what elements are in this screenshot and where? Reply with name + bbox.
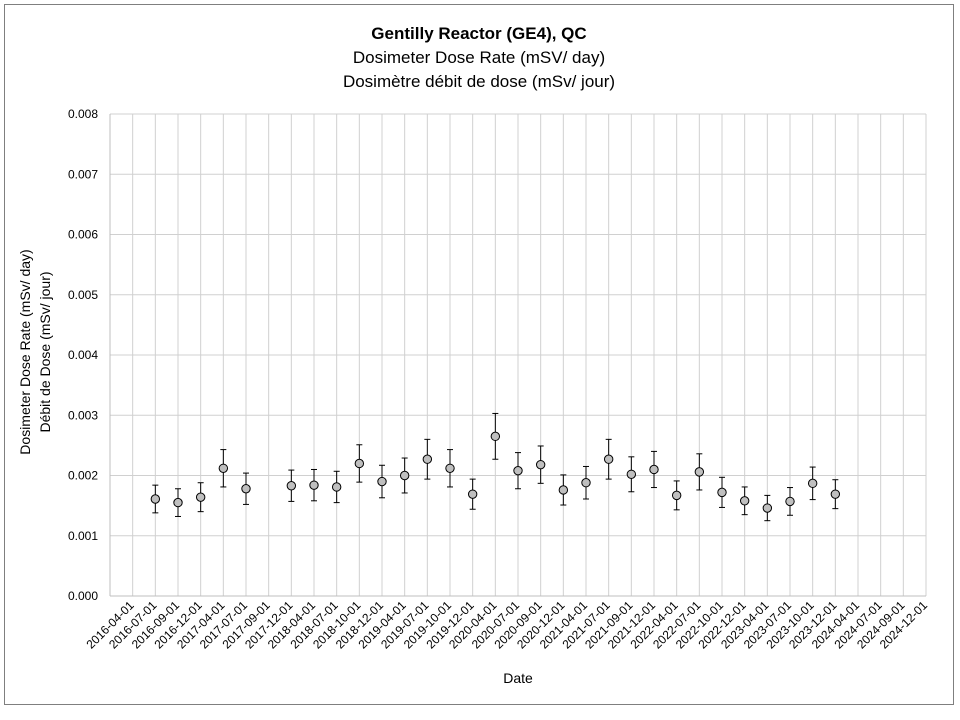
y-tick-label: 0.000 (68, 589, 98, 603)
data-point (377, 476, 387, 487)
y-axis-ticks: 0.000 0.001 0.002 0.003 0.004 0.005 0.006 0.007… (68, 107, 98, 603)
data-point-group (626, 456, 637, 493)
data-point-group (807, 466, 818, 501)
data-point-group (309, 468, 319, 502)
data-point (717, 487, 727, 498)
data-point (807, 478, 818, 489)
data-point (558, 485, 569, 495)
data-point-group (671, 480, 682, 511)
data-point-group (399, 457, 410, 494)
data-point (286, 481, 297, 491)
data-point (195, 492, 206, 502)
data-point-group (558, 474, 569, 506)
data-point-group (173, 488, 183, 517)
data-point (581, 478, 591, 488)
grid-lines (109, 113, 927, 597)
data-point (535, 459, 546, 470)
data-point-group (286, 469, 297, 502)
data-point (671, 490, 682, 501)
data-point (467, 489, 478, 499)
data-point (399, 470, 410, 481)
data-point (218, 463, 229, 473)
data-point-group (513, 452, 523, 490)
data-point (513, 465, 523, 476)
y-tick-label: 0.001 (68, 529, 98, 543)
data-point-group (195, 482, 206, 513)
data-point-group (241, 472, 251, 505)
y-tick-label: 0.004 (68, 348, 98, 362)
data-point-group (331, 470, 342, 504)
data-point (241, 484, 251, 494)
data-point (762, 503, 773, 513)
data-point-group (649, 450, 659, 489)
data-point (150, 494, 161, 504)
y-tick-label: 0.007 (68, 167, 98, 181)
data-point-group (422, 438, 433, 480)
y-tick-label: 0.008 (68, 107, 98, 121)
data-point (309, 480, 319, 490)
data-point-group (150, 484, 161, 514)
data-point-group (739, 486, 750, 516)
data-point-group (354, 444, 365, 483)
y-tick-label: 0.002 (68, 469, 98, 483)
data-point-group (581, 465, 591, 500)
data-point (694, 467, 705, 477)
data-point-group (603, 438, 614, 480)
data-point (785, 496, 795, 507)
data-point (331, 482, 342, 492)
data-point-group (830, 479, 841, 510)
y-tick-label: 0.006 (68, 228, 98, 242)
y-tick-label: 0.003 (68, 408, 98, 422)
y-axis-title-fr: Débit de Dose (mSv/ jour) (37, 271, 53, 432)
data-point-group (785, 487, 795, 516)
chart-title-block: Gentilly Reactor (GE4), QC Dosimeter Dos… (0, 22, 958, 94)
y-axis-title-en: Dosimeter Dose Rate (mSv/ day) (17, 249, 33, 454)
x-axis-title: Date (503, 670, 533, 686)
chart-subtitle-fr: Dosimètre débit de dose (mSv/ jour) (342, 72, 616, 91)
data-point-group (762, 494, 773, 522)
data-point (173, 497, 183, 508)
data-point-group (445, 449, 455, 488)
data-points (150, 412, 841, 522)
data-point (739, 496, 750, 506)
data-point (490, 431, 501, 442)
data-point (603, 454, 614, 464)
chart-subtitle-en: Dosimeter Dose Rate (mSV/ day) (352, 48, 606, 67)
data-point (649, 464, 659, 475)
data-point (422, 454, 433, 464)
data-point-group (490, 412, 501, 460)
chart-title: Gentilly Reactor (GE4), QC (371, 24, 587, 43)
data-point-group (218, 449, 229, 488)
data-point (830, 489, 841, 499)
data-point-group (694, 453, 705, 491)
data-point (626, 469, 637, 479)
data-point (354, 458, 365, 469)
data-point-group (535, 445, 546, 484)
data-point (445, 463, 455, 473)
data-point-group (377, 464, 387, 499)
y-tick-label: 0.005 (68, 288, 98, 302)
data-point-group (717, 476, 727, 508)
x-axis-ticks: 2016-04-012016-07-012016-09-012016-12-01… (83, 598, 930, 652)
data-point-group (467, 478, 478, 510)
